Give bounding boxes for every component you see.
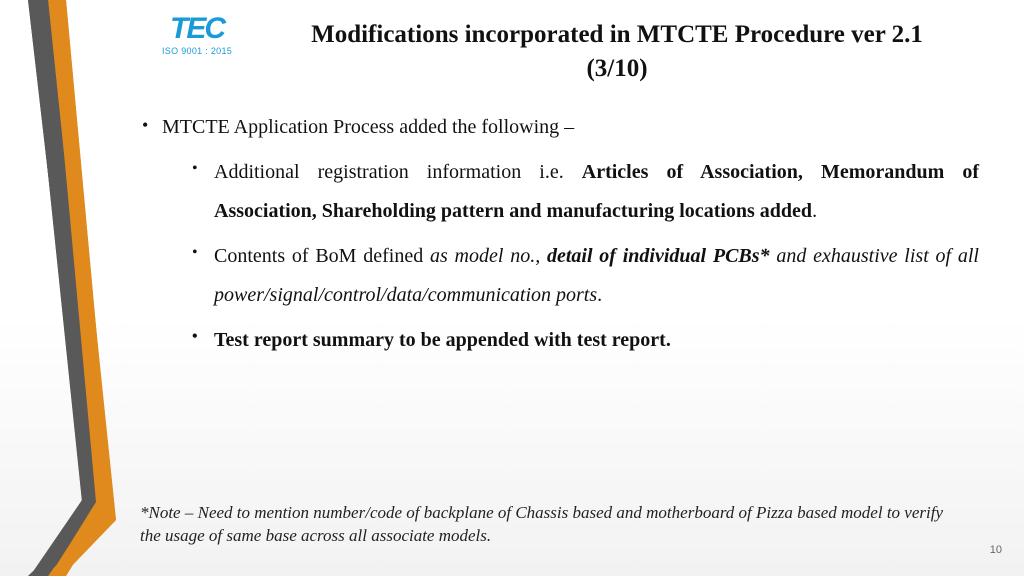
title-line-1: Modifications incorporated in MTCTE Proc… bbox=[311, 21, 923, 48]
sub2-boldit: detail of individual PCBs* bbox=[547, 245, 770, 267]
sub2-it1: as model no., bbox=[430, 245, 547, 267]
sub-bullet-2: Contents of BoM defined as model no., de… bbox=[188, 237, 979, 315]
sub2-pre: Contents of BoM defined bbox=[214, 245, 430, 267]
content-area: MTCTE Application Process added the foll… bbox=[140, 108, 979, 366]
bullet-top: MTCTE Application Process added the foll… bbox=[140, 108, 979, 360]
sub2-post: . bbox=[597, 284, 602, 306]
sub-bullet-3: Test report summary to be appended with … bbox=[188, 321, 979, 360]
sub1-pre: Additional registration information i.e. bbox=[214, 161, 582, 183]
logo-iso-label: ISO 9001 : 2015 bbox=[162, 46, 232, 56]
left-stripe-decoration bbox=[0, 0, 120, 576]
slide: TEC ISO 9001 : 2015 Modifications incorp… bbox=[0, 0, 1024, 576]
page-number: 10 bbox=[990, 544, 1002, 556]
sub-bullet-1: Additional registration information i.e.… bbox=[188, 153, 979, 231]
footnote: *Note – Need to mention number/code of b… bbox=[140, 502, 964, 548]
sub3-text: Test report summary to be appended with … bbox=[214, 329, 671, 351]
logo: TEC ISO 9001 : 2015 bbox=[162, 14, 232, 56]
title-line-2: (3/10) bbox=[586, 55, 647, 82]
sub1-post: . bbox=[812, 200, 817, 222]
bullet-top-text: MTCTE Application Process added the foll… bbox=[162, 116, 574, 138]
logo-text: TEC bbox=[162, 14, 232, 44]
slide-title: Modifications incorporated in MTCTE Proc… bbox=[240, 18, 994, 86]
